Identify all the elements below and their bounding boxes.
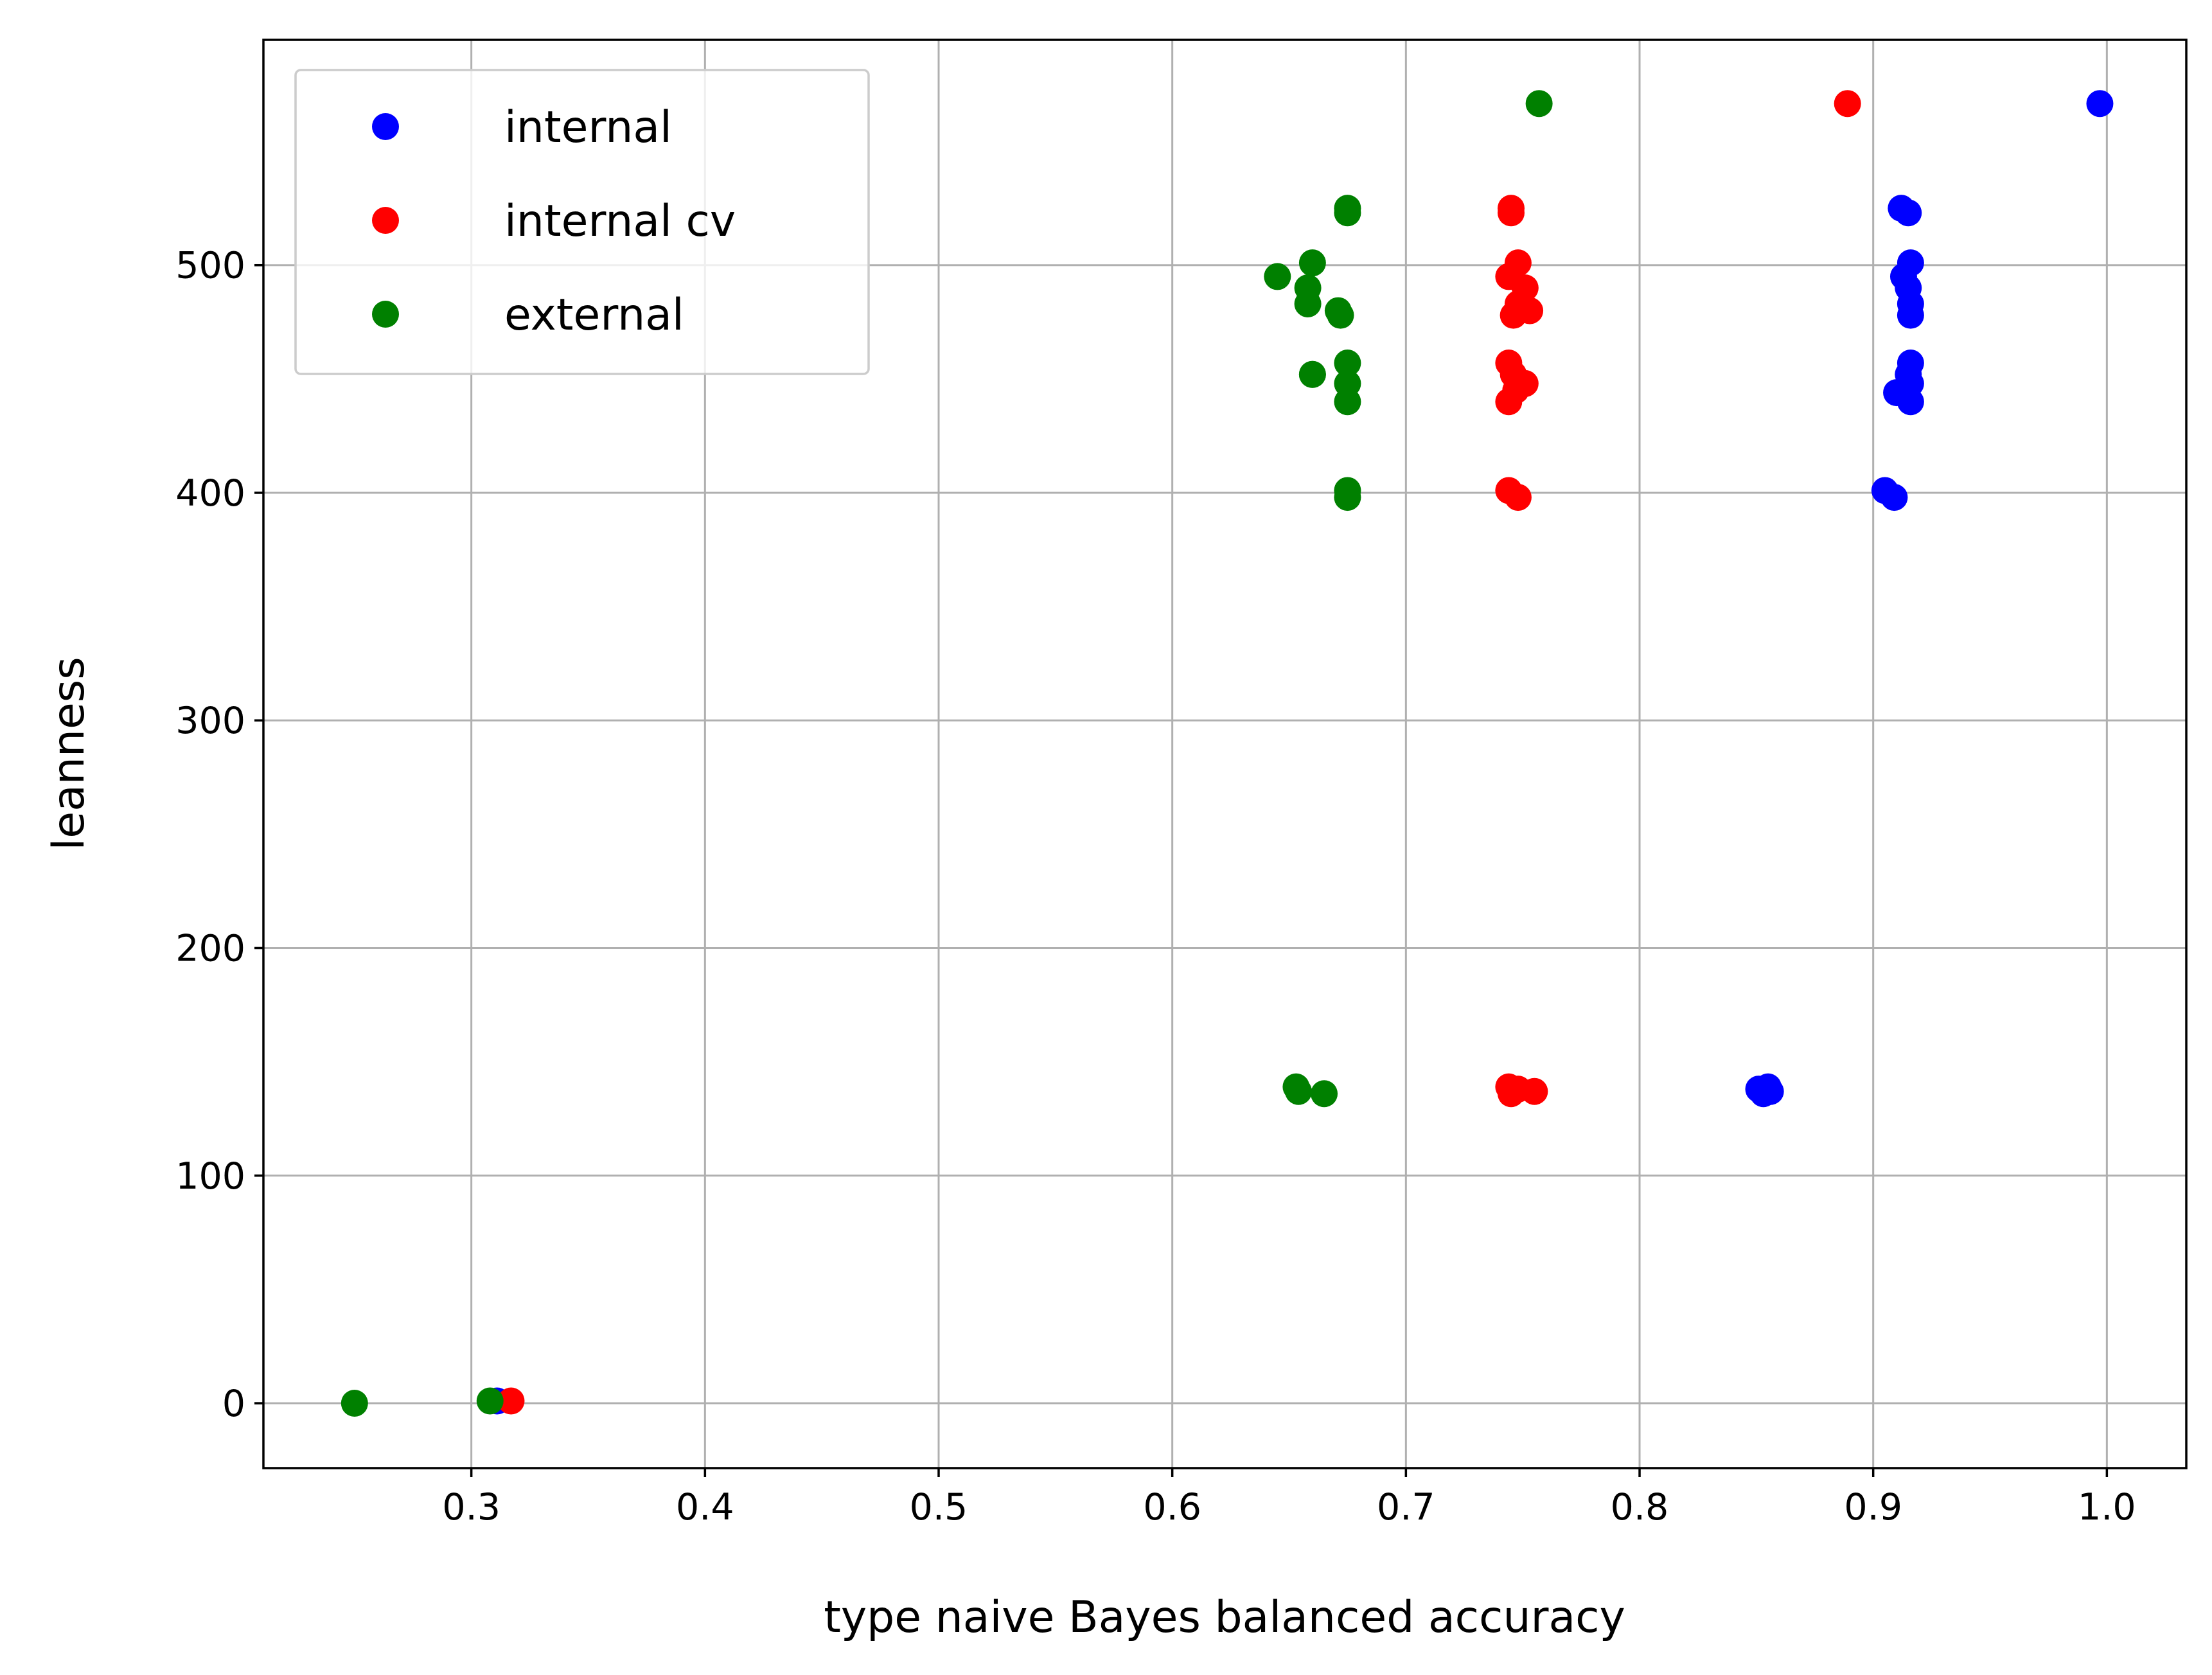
data-point [1504, 484, 1532, 511]
y-tick-label: 200 [175, 928, 245, 970]
series-internal-cv [497, 90, 1861, 1415]
data-point [1294, 290, 1322, 317]
legend-frame [294, 69, 870, 375]
legend-label: external [504, 290, 684, 341]
data-point [1334, 350, 1361, 377]
data-point [1334, 199, 1361, 227]
data-point [341, 1390, 368, 1417]
y-tick-label: 0 [222, 1383, 245, 1425]
x-tick-label: 1.0 [2078, 1486, 2136, 1529]
data-point [1334, 484, 1361, 511]
data-point [1525, 90, 1553, 118]
data-point [1311, 1080, 1338, 1108]
plot-frame [262, 39, 2188, 1469]
x-tick-label: 0.4 [676, 1486, 734, 1529]
data-point [2086, 90, 2114, 118]
x-tick-label: 0.8 [1611, 1486, 1669, 1529]
y-tick-label: 500 [175, 245, 245, 287]
series-internal [483, 90, 2114, 1415]
legend-marker [372, 113, 399, 140]
y-tick-label: 400 [175, 472, 245, 515]
legend-label: internal cv [504, 196, 736, 247]
x-tick-label: 0.6 [1143, 1486, 1201, 1529]
y-tick-label: 300 [175, 700, 245, 742]
data-point [1497, 1080, 1525, 1108]
legend-label: internal [504, 102, 672, 153]
x-tick-label: 0.3 [442, 1486, 500, 1529]
data-point [1521, 1077, 1548, 1105]
data-point [1285, 1077, 1313, 1105]
x-tick-label: 0.7 [1377, 1486, 1435, 1529]
series-external [341, 90, 1553, 1417]
data-point [1897, 301, 1924, 329]
y-axis-ticks: 0 100 200 300 400 500 [175, 245, 263, 1425]
legend: internal internal cv external [294, 69, 870, 375]
data-points [341, 90, 2114, 1417]
legend-marker [372, 301, 399, 328]
data-point [1756, 1077, 1784, 1105]
data-point [1324, 297, 1352, 324]
legend-marker [372, 207, 399, 234]
data-point [1880, 484, 1908, 511]
grid-lines [263, 40, 2186, 1468]
data-point [1298, 249, 1326, 277]
x-tick-label: 0.5 [910, 1486, 968, 1529]
x-axis-ticks: 0.3 0.4 0.5 0.6 0.7 0.8 0.9 1.0 [442, 1468, 2136, 1529]
data-point [1897, 388, 1924, 416]
data-point [1264, 263, 1291, 290]
data-point [1895, 199, 1922, 227]
data-point [497, 1387, 525, 1415]
data-point [1497, 199, 1525, 227]
y-axis-label: leanness [44, 657, 94, 850]
y-tick-label: 100 [175, 1155, 245, 1198]
x-axis-label: type naive Bayes balanced accuracy [824, 1592, 1625, 1643]
x-tick-label: 0.9 [1844, 1486, 1902, 1529]
data-point [1834, 90, 1861, 118]
data-point [1298, 360, 1326, 388]
data-point [1495, 388, 1523, 416]
data-point [476, 1387, 504, 1415]
data-point [1334, 388, 1361, 416]
data-point [1516, 297, 1544, 324]
